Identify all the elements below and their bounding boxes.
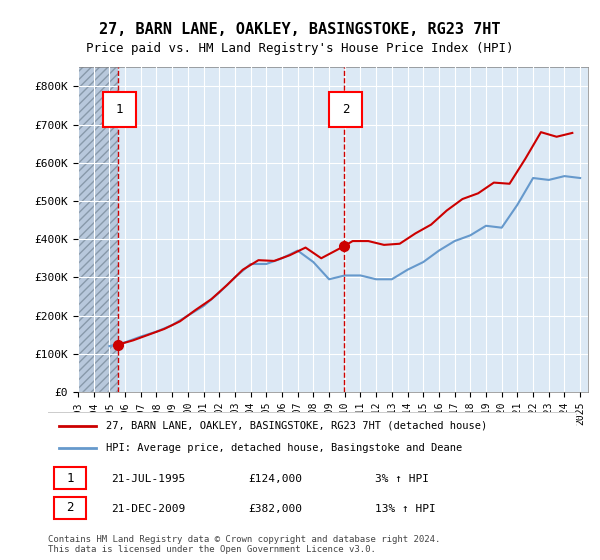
FancyBboxPatch shape bbox=[43, 411, 581, 463]
Text: 2: 2 bbox=[342, 103, 350, 116]
Text: 21-JUL-1995: 21-JUL-1995 bbox=[112, 474, 185, 484]
Text: 27, BARN LANE, OAKLEY, BASINGSTOKE, RG23 7HT (detached house): 27, BARN LANE, OAKLEY, BASINGSTOKE, RG23… bbox=[106, 421, 487, 431]
Text: 1: 1 bbox=[67, 472, 74, 485]
Text: 13% ↑ HPI: 13% ↑ HPI bbox=[376, 503, 436, 514]
Text: 21-DEC-2009: 21-DEC-2009 bbox=[112, 503, 185, 514]
Text: £124,000: £124,000 bbox=[248, 474, 302, 484]
FancyBboxPatch shape bbox=[55, 468, 86, 489]
Text: 3% ↑ HPI: 3% ↑ HPI bbox=[376, 474, 430, 484]
Text: Price paid vs. HM Land Registry's House Price Index (HPI): Price paid vs. HM Land Registry's House … bbox=[86, 42, 514, 55]
FancyBboxPatch shape bbox=[329, 92, 362, 127]
Text: 1: 1 bbox=[116, 103, 123, 116]
FancyBboxPatch shape bbox=[55, 497, 86, 519]
Text: HPI: Average price, detached house, Basingstoke and Deane: HPI: Average price, detached house, Basi… bbox=[106, 443, 463, 453]
Bar bbox=[78, 67, 118, 392]
Text: 27, BARN LANE, OAKLEY, BASINGSTOKE, RG23 7HT: 27, BARN LANE, OAKLEY, BASINGSTOKE, RG23… bbox=[99, 22, 501, 38]
Text: £382,000: £382,000 bbox=[248, 503, 302, 514]
Text: 2: 2 bbox=[67, 501, 74, 515]
Text: Contains HM Land Registry data © Crown copyright and database right 2024.
This d: Contains HM Land Registry data © Crown c… bbox=[48, 535, 440, 554]
FancyBboxPatch shape bbox=[103, 92, 136, 127]
